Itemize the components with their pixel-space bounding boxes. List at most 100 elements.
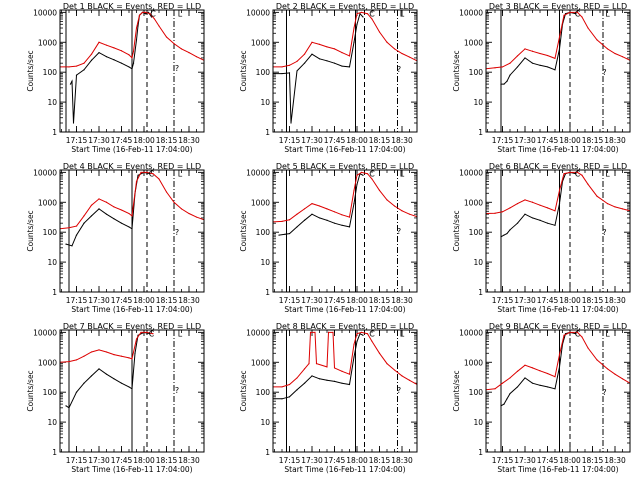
black-events-point xyxy=(288,232,291,235)
plot-frame xyxy=(272,169,418,293)
plot-frame xyxy=(59,9,205,133)
red-lld-point xyxy=(83,355,85,357)
black-events-point xyxy=(290,122,292,124)
y-tick-label: 100 xyxy=(256,388,271,397)
black-events-point xyxy=(98,208,100,210)
black-events-point xyxy=(113,378,115,380)
detector-panel-3: Det 3 BLACK = Events, RED = LLD 1 10 100 100… xyxy=(452,2,631,154)
y-tick-label: 1 xyxy=(478,128,483,137)
red-lld-point xyxy=(281,66,283,68)
marker-annotation: C xyxy=(575,10,581,19)
detector-panel-4: Det 4 BLACK = Events, RED = LLD 1 10 100 100… xyxy=(26,162,205,314)
marker-annotation: L xyxy=(178,10,183,19)
plot-area: C L? xyxy=(273,10,417,132)
black-events-point xyxy=(524,213,526,215)
x-tick-label: 17:45 xyxy=(537,296,559,305)
red-lld-point xyxy=(621,56,624,58)
red-lld-point xyxy=(569,171,571,173)
red-lld-point xyxy=(288,383,291,386)
black-events-point xyxy=(137,174,139,176)
x-tick-label: 17:45 xyxy=(111,136,133,145)
black-events-point xyxy=(558,203,561,205)
x-tick-label: 17:30 xyxy=(301,456,323,465)
red-lld-point xyxy=(180,208,183,210)
black-events-point xyxy=(83,69,85,71)
marker-annotation: C xyxy=(369,10,375,19)
red-lld-point xyxy=(135,338,138,340)
black-events-point xyxy=(546,222,549,224)
red-lld-point xyxy=(281,386,283,388)
plot-area: C L? xyxy=(486,330,630,452)
x-tick-label: 17:45 xyxy=(324,296,346,305)
y-axis-label: Counts/sec xyxy=(452,50,461,91)
black-events-point xyxy=(128,226,130,228)
red-lld-point xyxy=(288,219,291,221)
detector-panel-6: Det 6 BLACK = Events, RED = LLD 1 10 100 100… xyxy=(452,162,631,314)
x-tick-label: 18:00 xyxy=(133,136,155,145)
black-events-point xyxy=(105,373,108,375)
red-lld-point xyxy=(606,48,609,50)
black-events-point xyxy=(503,83,505,85)
red-lld-point xyxy=(524,199,526,201)
red-lld-point xyxy=(311,41,313,43)
plot-frame xyxy=(272,9,418,133)
red-lld-point xyxy=(83,62,85,64)
red-lld-point xyxy=(348,373,351,375)
black-events-point xyxy=(348,226,351,228)
red-lld-line xyxy=(273,11,417,68)
black-events-point xyxy=(132,62,135,64)
red-lld-point xyxy=(68,66,70,68)
red-lld-point xyxy=(75,359,78,361)
red-lld-point xyxy=(576,331,579,333)
red-lld-point xyxy=(501,211,504,213)
x-tick-label: 17:45 xyxy=(324,136,346,145)
red-lld-point xyxy=(68,361,70,363)
red-lld-line xyxy=(60,171,204,230)
black-events-point xyxy=(554,69,556,71)
x-tick-label: 17:15 xyxy=(66,456,88,465)
black-events-point xyxy=(120,222,123,224)
black-events-point xyxy=(516,222,519,224)
y-tick-label: 1 xyxy=(265,128,270,137)
detector-panel-7: Det 7 BLACK = Events, RED = LLD 1 10 100 100… xyxy=(26,322,205,474)
red-lld-point xyxy=(105,44,108,46)
y-tick-label: 100 xyxy=(469,68,484,77)
x-axis-label: Start Time (16-Feb-11 17:04:00) xyxy=(284,305,405,314)
red-lld-point xyxy=(614,373,616,375)
black-events-point xyxy=(131,388,133,390)
marker-annotation: ? xyxy=(602,388,606,397)
x-axis-ticks: 17:15 17:30 17:45 18:00 18:15 18:30 xyxy=(61,10,205,145)
black-events-point xyxy=(90,375,93,377)
red-lld-point xyxy=(401,210,403,212)
plot-area: C L? xyxy=(273,170,417,292)
red-lld-point xyxy=(353,343,355,345)
red-lld-point xyxy=(75,225,78,227)
red-lld-point xyxy=(120,355,123,357)
red-lld-point xyxy=(128,357,130,359)
red-lld-point xyxy=(326,208,328,210)
red-lld-point xyxy=(401,52,403,55)
black-events-point xyxy=(318,58,321,60)
black-events-point xyxy=(333,62,336,64)
black-events-point xyxy=(72,122,75,124)
black-events-point xyxy=(356,340,358,342)
panel-title: Det 8 BLACK = Events, RED = LLD xyxy=(276,322,414,331)
y-tick-label: 10 xyxy=(473,258,483,267)
y-tick-label: 100 xyxy=(43,228,58,237)
red-lld-point xyxy=(332,331,334,333)
x-axis-label: Start Time (16-Feb-11 17:04:00) xyxy=(497,465,618,474)
red-lld-point xyxy=(149,13,151,15)
red-lld-point xyxy=(509,62,511,64)
red-lld-point xyxy=(98,349,100,351)
y-tick-label: 1 xyxy=(52,288,57,297)
black-events-point xyxy=(128,66,130,68)
black-events-point xyxy=(333,222,336,224)
black-events-point xyxy=(362,334,364,336)
x-axis-label: Start Time (16-Feb-11 17:04:00) xyxy=(497,305,618,314)
x-tick-label: 17:30 xyxy=(514,296,536,305)
x-axis-label: Start Time (16-Feb-11 17:04:00) xyxy=(497,145,618,154)
red-lld-point xyxy=(509,377,511,379)
black-events-point xyxy=(575,13,577,15)
x-tick-label: 18:30 xyxy=(391,296,413,305)
x-tick-label: 18:15 xyxy=(156,296,178,305)
